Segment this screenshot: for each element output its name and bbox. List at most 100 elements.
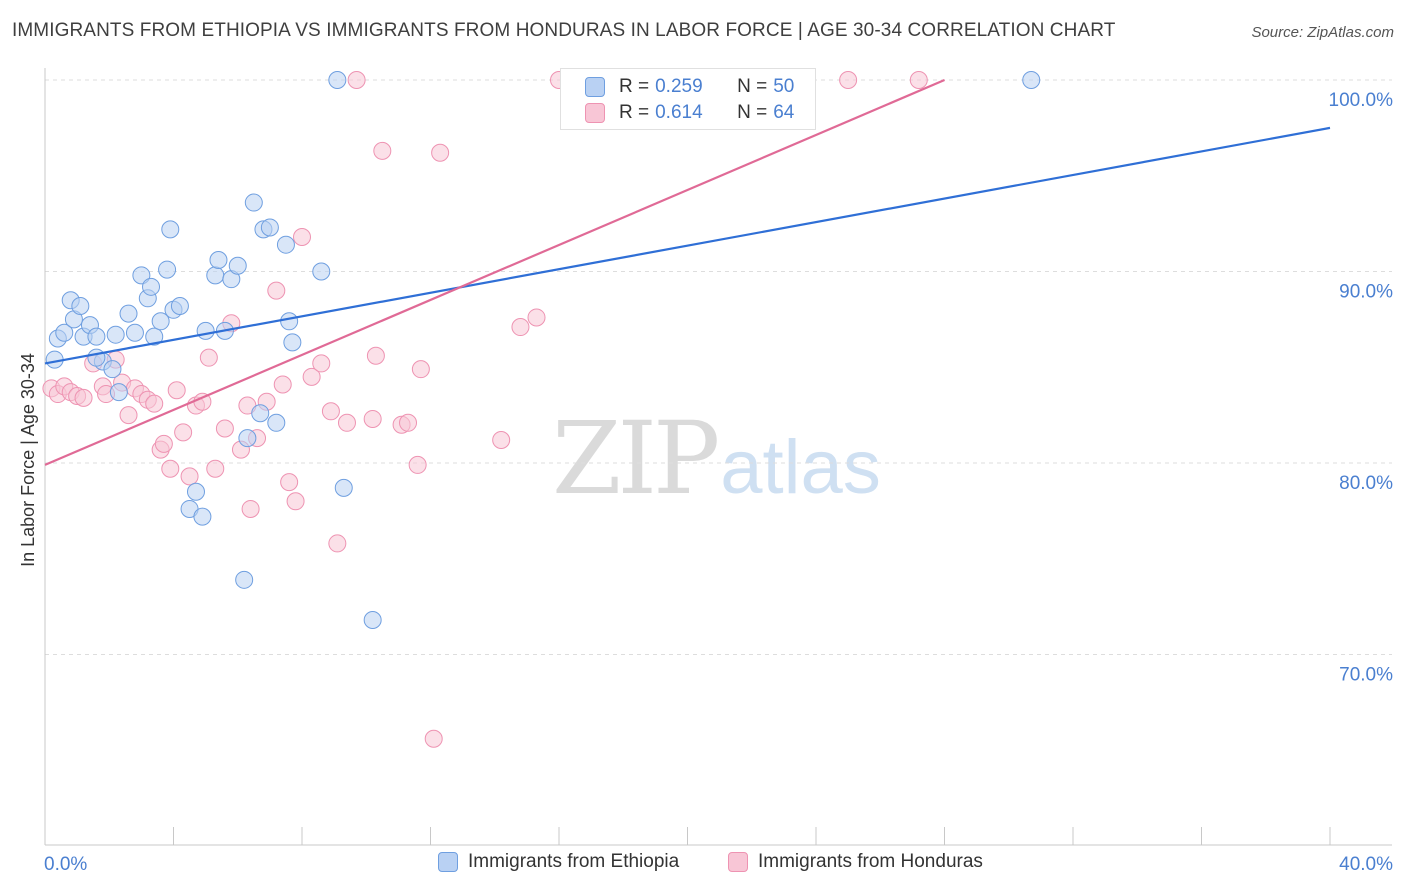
honduras-point	[180, 467, 199, 486]
honduras-point	[119, 406, 138, 425]
honduras-point	[280, 473, 299, 492]
honduras-point	[839, 71, 858, 89]
honduras-point	[293, 228, 311, 247]
honduras-r-value: 0.614	[655, 102, 703, 123]
ethiopia-point	[106, 325, 125, 344]
ethiopia-point	[103, 360, 122, 379]
ethiopia-point	[244, 193, 263, 212]
ethiopia-point	[1022, 71, 1041, 89]
ethiopia-point	[71, 296, 90, 315]
y-tick-label: 70.0%	[1339, 665, 1393, 686]
honduras-point	[302, 367, 321, 386]
legend-honduras-swatch	[728, 852, 748, 872]
ethiopia-point	[158, 260, 177, 279]
honduras-point	[424, 729, 443, 748]
honduras-point	[206, 459, 225, 478]
honduras-point	[337, 413, 356, 432]
legend-item-ethiopia[interactable]: Immigrants from Ethiopia	[438, 851, 679, 873]
ethiopia-point	[312, 262, 331, 281]
ethiopia-point	[161, 220, 180, 239]
honduras-point	[273, 375, 292, 394]
honduras-point	[74, 388, 93, 407]
honduras-point	[399, 413, 418, 432]
ethiopia-point	[206, 266, 225, 285]
honduras-point	[145, 394, 164, 413]
x-tick-label-min: 0.0%	[44, 854, 87, 875]
ethiopia-point	[109, 383, 128, 402]
ethiopia-point	[334, 478, 353, 497]
honduras-point	[286, 492, 305, 511]
ethiopia-point	[87, 327, 106, 346]
ethiopia-point	[196, 321, 215, 340]
honduras-n-value: 64	[773, 102, 795, 123]
honduras-point	[373, 141, 392, 160]
ethiopia-point	[267, 413, 286, 432]
stats-legend-box: R = 0.259 N = 50 R = 0.614 N = 64	[560, 68, 816, 130]
ethiopia-point	[132, 266, 151, 285]
watermark: ZIPatlas	[552, 400, 881, 517]
ethiopia-point	[170, 296, 189, 315]
honduras-swatch	[585, 103, 605, 123]
ethiopia-point	[142, 277, 161, 296]
honduras-point	[154, 434, 173, 453]
honduras-point	[328, 534, 347, 553]
honduras-point	[199, 348, 218, 367]
ethiopia-point	[125, 323, 144, 342]
ethiopia-point	[251, 404, 270, 423]
watermark-zip: ZIP	[552, 400, 720, 517]
honduras-point	[511, 318, 530, 337]
honduras-point	[267, 281, 286, 300]
ethiopia-point	[363, 611, 382, 630]
honduras-point	[527, 308, 546, 327]
stats-row-ethiopia: R = 0.259 N = 50	[585, 75, 794, 99]
ethiopia-point	[55, 323, 74, 342]
ethiopia-point	[119, 304, 138, 323]
ethiopia-n-label: N =	[737, 76, 768, 97]
chart-title: IMMIGRANTS FROM ETHIOPIA VS IMMIGRANTS F…	[12, 20, 1116, 41]
ethiopia-point	[283, 333, 302, 352]
watermark-atlas: atlas	[720, 425, 881, 510]
ethiopia-point	[260, 218, 279, 237]
honduras-point	[321, 402, 340, 421]
legend-ethiopia-label: Immigrants from Ethiopia	[468, 851, 680, 872]
ethiopia-point	[186, 482, 205, 501]
ethiopia-point	[276, 235, 295, 254]
honduras-n-label: N =	[737, 102, 768, 123]
legend-honduras-label: Immigrants from Honduras	[758, 851, 983, 872]
honduras-point	[366, 346, 385, 365]
ethiopia-swatch	[585, 77, 605, 97]
ethiopia-n-value: 50	[773, 76, 795, 97]
honduras-point	[431, 143, 450, 162]
honduras-r-label: R =	[619, 102, 650, 123]
honduras-point	[215, 419, 234, 438]
ethiopia-point	[238, 429, 257, 448]
ethiopia-point	[328, 71, 347, 89]
ethiopia-r-label: R =	[619, 76, 650, 97]
honduras-point	[312, 354, 331, 373]
ethiopia-point	[228, 256, 247, 275]
honduras-point	[492, 431, 511, 450]
honduras-point	[909, 71, 928, 89]
honduras-point	[167, 381, 186, 400]
stats-row-honduras: R = 0.614 N = 64	[585, 101, 794, 125]
ethiopia-trend-line	[44, 126, 1331, 365]
honduras-point	[241, 499, 260, 518]
honduras-point	[363, 409, 382, 428]
y-tick-label: 100.0%	[1329, 90, 1394, 111]
honduras-point	[174, 423, 193, 442]
ethiopia-point	[209, 251, 228, 270]
honduras-point	[161, 459, 180, 478]
ethiopia-point	[280, 312, 299, 331]
ethiopia-point	[87, 348, 106, 367]
y-axis-label: In Labor Force | Age 30-34	[18, 353, 38, 567]
legend-item-honduras[interactable]: Immigrants from Honduras	[728, 851, 983, 873]
y-tick-label: 80.0%	[1339, 473, 1393, 494]
legend-ethiopia-swatch	[438, 852, 458, 872]
ethiopia-point	[151, 312, 170, 331]
honduras-point	[411, 360, 430, 379]
ethiopia-point	[145, 327, 164, 346]
ethiopia-point	[235, 570, 254, 589]
ethiopia-r-value: 0.259	[655, 76, 703, 97]
bottom-legend: Immigrants from Ethiopia Immigrants from…	[0, 851, 1406, 879]
